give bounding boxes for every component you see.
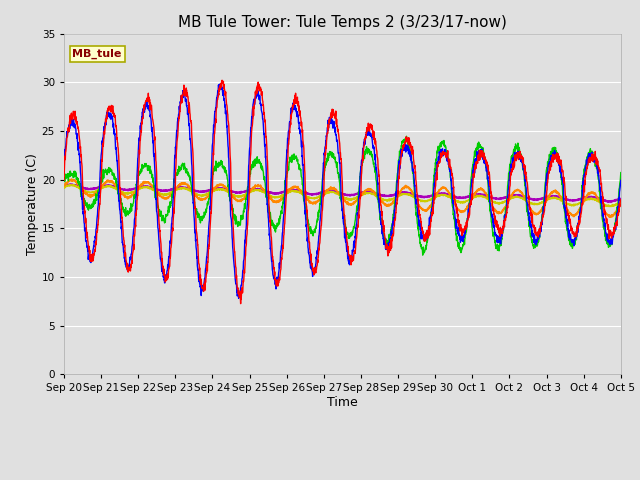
Y-axis label: Temperature (C): Temperature (C) (26, 153, 39, 255)
Title: MB Tule Tower: Tule Temps 2 (3/23/17-now): MB Tule Tower: Tule Temps 2 (3/23/17-now… (178, 15, 507, 30)
Text: MB_tule: MB_tule (72, 49, 122, 59)
X-axis label: Time: Time (327, 396, 358, 409)
Legend: Tul2_Tw+2, Tul2_Ts-2, Tul2_Ts-4, Tul2_Ts-8, Tul2_Ts-16, Tul2_Ts-32: Tul2_Tw+2, Tul2_Ts-2, Tul2_Ts-4, Tul2_Ts… (79, 479, 606, 480)
